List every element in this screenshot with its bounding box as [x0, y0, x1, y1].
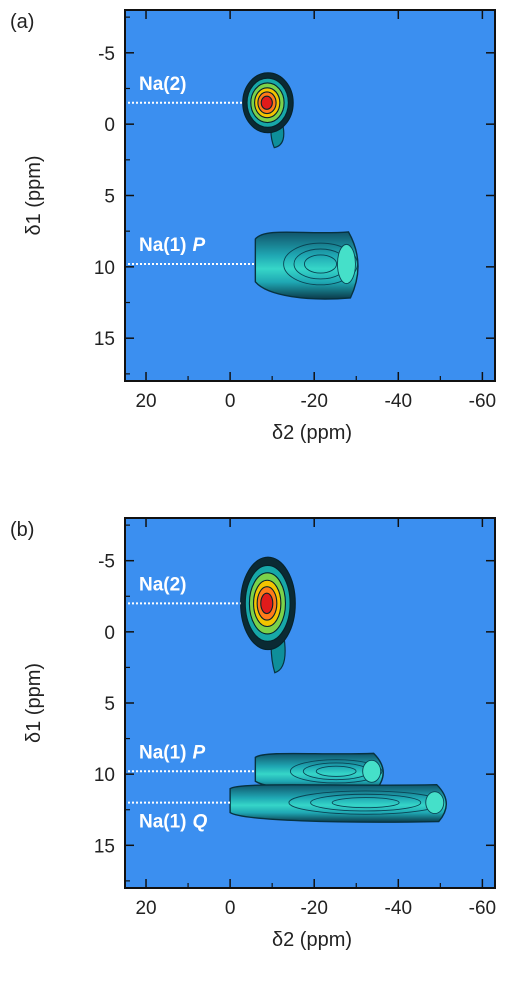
y-tick-label: 15 [94, 836, 115, 857]
x-tick-label: 20 [135, 898, 156, 919]
x-tick-label: -40 [385, 391, 412, 412]
peak-label: Na(1) P [139, 235, 206, 256]
panel-label: (b) [10, 519, 34, 541]
contour-band [254, 231, 359, 300]
peak-label: Na(2) [139, 574, 187, 595]
x-tick-label: 20 [135, 391, 156, 412]
y-tick-label: 0 [104, 115, 115, 136]
contour-line [315, 765, 357, 777]
contour-peak [337, 243, 356, 285]
y-tick-label: 0 [104, 623, 115, 644]
contour-level [260, 592, 274, 615]
x-tick-label: -20 [300, 391, 327, 412]
contour-peak [425, 791, 445, 815]
contour-line [303, 254, 338, 274]
y-axis-title: δ1 (ppm) [23, 155, 45, 235]
y-tick-label: 5 [104, 694, 115, 715]
y-axis-title: δ1 (ppm) [23, 663, 45, 743]
y-tick-label: -5 [98, 44, 115, 65]
plot-area [125, 518, 495, 888]
y-tick-label: 15 [94, 329, 115, 350]
peak-na1-p: Na(1) P [128, 231, 359, 300]
contour-band [229, 783, 447, 823]
peak-label: Na(2) [139, 74, 187, 95]
peak-na1-p: Na(1) P [128, 742, 384, 792]
x-tick-label: 0 [225, 391, 236, 412]
x-tick-label: -20 [300, 898, 327, 919]
x-axis-title: δ2 (ppm) [272, 422, 352, 444]
peak-label: Na(1) P [139, 742, 206, 763]
plot-area [125, 10, 495, 381]
contour-line [310, 793, 422, 812]
contour-line [289, 759, 383, 784]
contour-peak [362, 759, 382, 783]
panel-a: Na(2) Na(1) P 20 0 -20 -40 -60 -5 0 5 10 15 δ2 (ppm) δ… [10, 9, 496, 444]
contour-line [331, 797, 400, 809]
y-tick-label: 10 [94, 258, 115, 279]
y-tick-label: -5 [98, 552, 115, 573]
peak-na2: Na(2) [128, 72, 294, 149]
x-tick-label: -60 [469, 391, 496, 412]
contour-line [283, 242, 358, 286]
peak-label: Na(1) Q [139, 812, 208, 833]
panel-b: Na(2) Na(1) P Na(1) Q 20 0 -20 -40 -60 -5 0 5 10 15 δ2 … [10, 517, 496, 951]
y-tick-label: 5 [104, 187, 115, 208]
panel-label: (a) [10, 11, 34, 33]
peak-na1-q: Na(1) Q [128, 783, 447, 833]
peak-na2: Na(2) [128, 556, 296, 674]
x-tick-label: -60 [469, 898, 496, 919]
y-tick-label: 10 [94, 765, 115, 786]
x-tick-label: -40 [385, 898, 412, 919]
x-axis-title: δ2 (ppm) [272, 929, 352, 951]
x-tick-label: 0 [225, 898, 236, 919]
contour-level [260, 95, 273, 110]
